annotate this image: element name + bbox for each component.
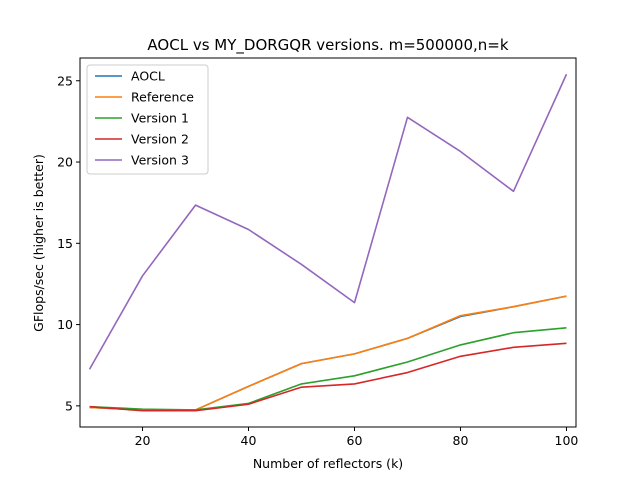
legend-label-reference: Reference <box>131 90 194 105</box>
x-tick-label: 20 <box>135 433 151 448</box>
chart-title: AOCL vs MY_DORGQR versions. m=500000,n=k <box>147 36 508 55</box>
y-axis: 5 10 15 20 25 <box>57 73 80 413</box>
legend-label-version-1: Version 1 <box>131 111 189 126</box>
x-axis-label: Number of reflectors (k) <box>253 456 403 471</box>
series-line-aocl <box>89 295 567 411</box>
legend-label-version-2: Version 2 <box>131 132 189 147</box>
x-axis: 20 40 60 80 100 <box>135 427 579 448</box>
y-tick-label: 20 <box>57 155 73 170</box>
series-line-version-2 <box>89 342 567 412</box>
y-tick-label: 15 <box>57 236 73 251</box>
legend-box <box>86 64 209 175</box>
y-tick-label: 25 <box>57 73 73 88</box>
legend-label-aocl: AOCL <box>131 69 165 84</box>
legend-label-version-3: Version 3 <box>131 153 189 168</box>
x-tick-label: 100 <box>555 433 579 448</box>
series-line-reference <box>89 295 567 411</box>
y-tick-label: 5 <box>65 398 73 413</box>
plot-frame <box>79 57 577 428</box>
series-line-version-1 <box>89 327 567 411</box>
series-layer <box>88 73 568 412</box>
x-tick-label: 80 <box>453 433 469 448</box>
series-line-version-3 <box>88 73 568 370</box>
x-tick-label: 40 <box>241 433 257 448</box>
y-tick-label: 10 <box>57 317 73 332</box>
x-tick-label: 60 <box>347 433 363 448</box>
y-axis-label: GFlops/sec (higher is better) <box>31 154 46 332</box>
legend: AOCL Reference Version 1 Version 2 Version 3 <box>86 64 209 175</box>
